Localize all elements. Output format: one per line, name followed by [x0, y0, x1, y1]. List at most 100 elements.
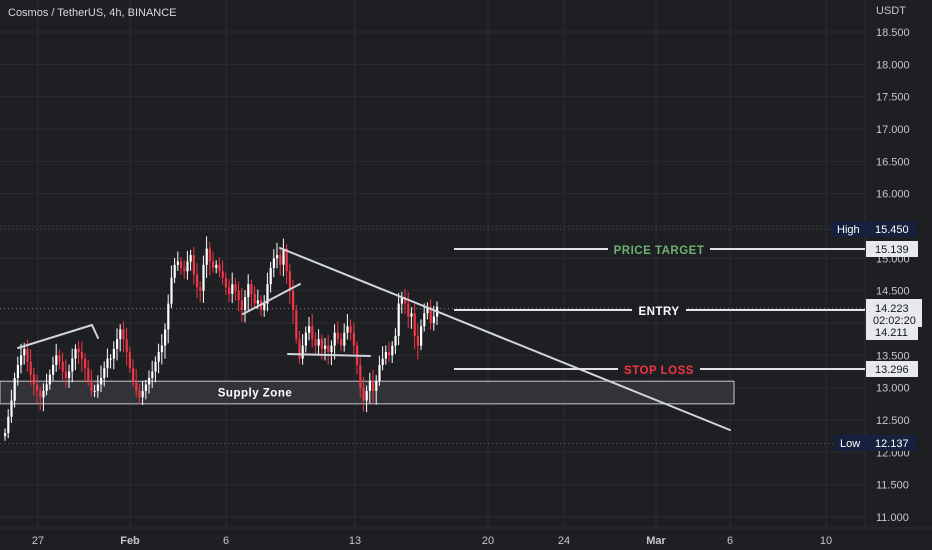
- candle: [429, 299, 432, 330]
- candle: [221, 260, 224, 285]
- price-target-label-bg: [608, 241, 710, 257]
- candle: [244, 290, 247, 323]
- candle: [372, 369, 375, 404]
- stop-loss-tag: 13.296: [866, 361, 918, 377]
- trendline-rising[interactable]: [242, 283, 301, 315]
- candle: [282, 238, 285, 277]
- price-tick-label: 13.500: [876, 350, 910, 362]
- candle: [144, 379, 147, 400]
- candle: [170, 265, 173, 309]
- candle: [74, 344, 77, 371]
- candle: [58, 349, 61, 370]
- trendline-left[interactable]: [17, 324, 93, 349]
- candle: [272, 249, 275, 278]
- price-tick-label: 11.500: [876, 480, 909, 492]
- candle: [176, 251, 179, 271]
- candle: [276, 242, 279, 269]
- candle: [340, 333, 343, 351]
- candle: [116, 328, 119, 361]
- candle: [269, 261, 272, 293]
- candle: [141, 380, 144, 405]
- candle: [132, 359, 135, 387]
- candle: [266, 272, 269, 312]
- low-tag-value: 12.137: [875, 438, 909, 450]
- candle: [304, 326, 307, 353]
- price-target-tag: 15.139: [866, 241, 918, 257]
- candle: [13, 372, 16, 408]
- time-tick-label: 6: [727, 535, 733, 547]
- candle: [426, 302, 429, 320]
- candle: [324, 338, 327, 361]
- candle: [253, 286, 256, 309]
- candle: [10, 389, 13, 423]
- candle: [122, 321, 125, 353]
- time-tick-label: 13: [349, 535, 361, 547]
- price-tick-label: 16.500: [876, 156, 910, 168]
- candle: [400, 291, 403, 314]
- trendline-flat[interactable]: [287, 353, 371, 357]
- entry-label: ENTRY: [638, 306, 679, 318]
- candle: [240, 288, 243, 322]
- candle: [42, 383, 45, 412]
- trendline-left-2[interactable]: [91, 324, 99, 339]
- candle: [381, 346, 384, 371]
- candle: [77, 341, 80, 365]
- candle: [100, 365, 103, 393]
- candle: [301, 334, 304, 365]
- candle: [288, 263, 291, 304]
- candle: [93, 384, 96, 397]
- candle: [378, 355, 381, 386]
- candles-layer: [4, 236, 439, 441]
- candle: [128, 346, 131, 373]
- high-tag-value: 15.450: [875, 224, 909, 236]
- candle: [215, 260, 218, 274]
- candle: [16, 356, 19, 386]
- candle: [375, 375, 378, 405]
- candle: [112, 341, 115, 370]
- candle: [199, 281, 202, 303]
- price-target-label: PRICE TARGET: [614, 245, 705, 257]
- candle: [48, 369, 51, 390]
- candle: [349, 319, 352, 341]
- candle: [228, 279, 231, 303]
- price-tick-label: 12.500: [876, 415, 910, 427]
- time-tick-label: Feb: [120, 535, 140, 547]
- candle: [119, 324, 122, 352]
- currency-label: USDT: [876, 5, 906, 17]
- candle: [183, 260, 186, 279]
- supply-zone-label: Supply Zone: [218, 388, 293, 400]
- candle: [36, 374, 39, 404]
- candle: [416, 323, 419, 360]
- candle: [109, 354, 112, 369]
- time-tick-label: 20: [482, 535, 494, 547]
- candle: [87, 359, 90, 386]
- candle: [362, 376, 365, 412]
- candle: [314, 332, 317, 355]
- drawings[interactable]: [17, 247, 731, 431]
- price-tick-label: 14.500: [876, 286, 910, 298]
- candle: [413, 304, 416, 349]
- candle: [39, 386, 42, 411]
- candle: [125, 327, 128, 366]
- candle: [20, 343, 23, 374]
- candle: [308, 317, 311, 341]
- candle: [68, 364, 71, 388]
- candle: [7, 409, 10, 439]
- candle: [157, 343, 160, 374]
- candle: [71, 348, 74, 383]
- low-tag-label: Low: [840, 438, 860, 450]
- time-tick-label: 10: [820, 535, 832, 547]
- candle: [407, 292, 410, 329]
- candle: [247, 274, 250, 311]
- candle: [192, 246, 195, 285]
- time-tick-label: 27: [32, 535, 44, 547]
- high-tag-label: High: [837, 224, 860, 236]
- candle: [397, 292, 400, 346]
- price-tick-label: 13.000: [876, 383, 910, 395]
- candle: [167, 294, 170, 344]
- candle: [4, 428, 7, 441]
- trendline-descending[interactable]: [279, 247, 731, 431]
- candle: [202, 255, 205, 303]
